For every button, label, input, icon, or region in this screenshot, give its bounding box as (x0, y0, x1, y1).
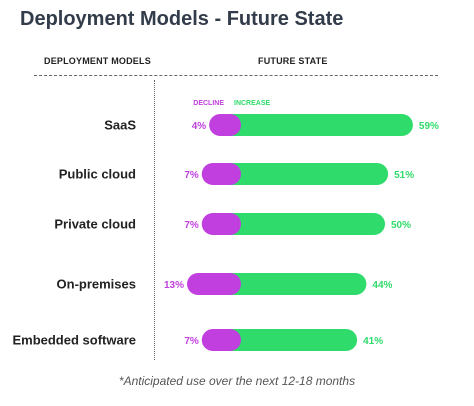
category-label: Private cloud (54, 217, 136, 232)
decline-bar (201, 329, 241, 351)
increase-bar (219, 114, 413, 136)
chart-row: Embedded software 7% 41% (12, 329, 383, 351)
decline-value-label: 7% (184, 336, 199, 347)
increase-value-label: 44% (372, 280, 392, 291)
category-label: On-premises (57, 277, 136, 292)
chart-row: Private cloud 7% 50% (54, 213, 411, 235)
category-label: Embedded software (12, 333, 136, 348)
column-header-future-state: FUTURE STATE (258, 56, 328, 66)
decline-bar (201, 163, 241, 185)
increase-value-label: 51% (394, 170, 414, 181)
chart-title: Deployment Models - Future State (20, 8, 344, 30)
increase-bar (219, 329, 358, 351)
column-header-deployment-models: DEPLOYMENT MODELS (44, 56, 151, 66)
increase-value-label: 59% (419, 121, 439, 132)
chart-row: Public cloud 7% 51% (59, 163, 414, 185)
chart-row: SaaS 4% 59% (104, 114, 439, 136)
header-divider (34, 75, 438, 76)
increase-value-label: 50% (391, 220, 411, 231)
legend: DECLINE INCREASE (193, 100, 270, 107)
column-divider (154, 80, 155, 360)
decline-value-label: 7% (184, 170, 199, 181)
decline-bar (201, 213, 241, 235)
legend-increase: INCREASE (234, 100, 271, 107)
decline-value-label: 7% (184, 220, 199, 231)
decline-bar (187, 273, 241, 295)
increase-bar (219, 163, 389, 185)
decline-value-label: 13% (164, 280, 184, 291)
chart-rows: SaaS 4% 59% Public cloud 7% 51% Private cloud 7… (12, 114, 439, 351)
increase-bar (219, 213, 385, 235)
footnote: *Anticipated use over the next 12-18 mon… (118, 374, 356, 388)
decline-bar (209, 114, 241, 136)
increase-bar (219, 273, 367, 295)
legend-decline: DECLINE (193, 100, 224, 107)
decline-value-label: 4% (192, 121, 207, 132)
increase-value-label: 41% (363, 336, 383, 347)
chart-row: On-premises 13% 44% (57, 273, 393, 295)
category-label: Public cloud (59, 167, 136, 182)
category-label: SaaS (104, 118, 136, 133)
